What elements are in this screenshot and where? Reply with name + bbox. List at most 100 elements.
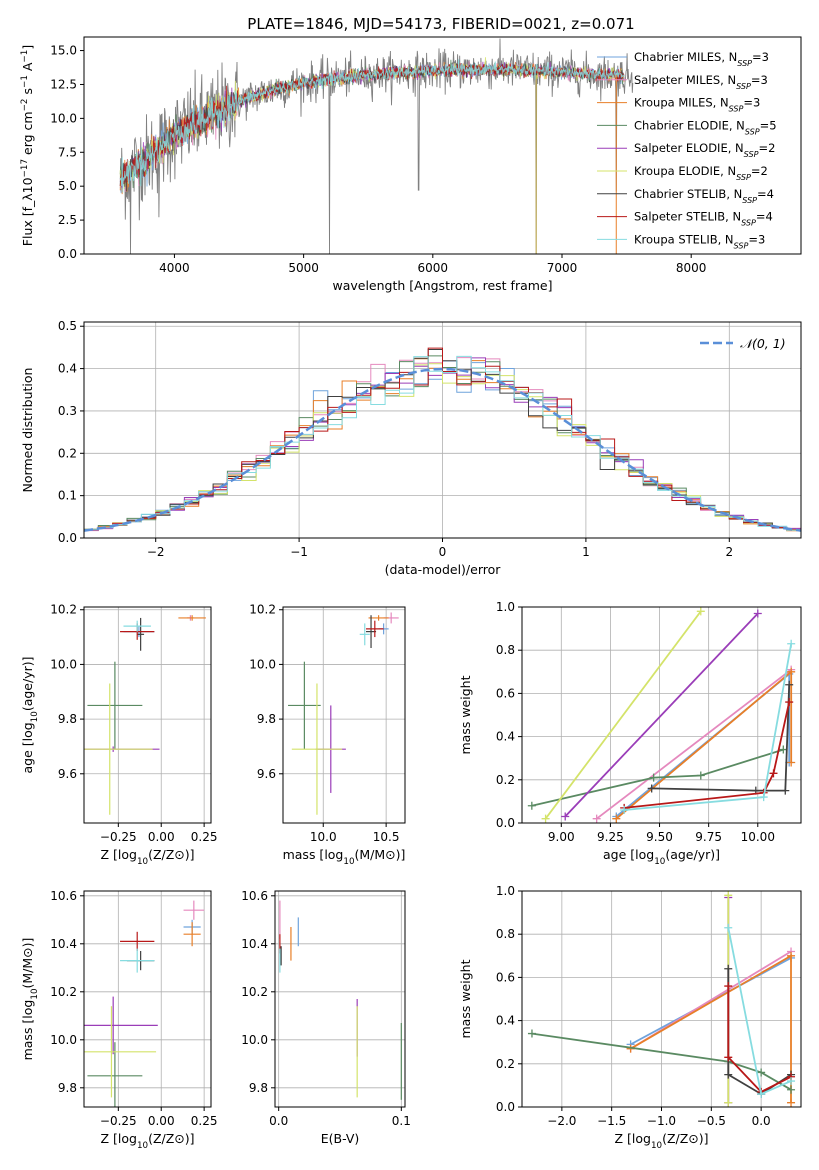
x-axis-label: (data-model)/error: [385, 562, 502, 577]
y-tick-label: 9.8: [58, 1081, 77, 1095]
errorbar-point-5: [291, 683, 343, 815]
y-tick-label: 0.2: [58, 446, 77, 460]
axes-frame: [83, 36, 802, 255]
y-tick-label: 0.6: [496, 686, 515, 700]
weight-marker: [787, 758, 796, 767]
weight-series-4: [564, 612, 759, 818]
weight-marker: [724, 982, 733, 991]
weight-series-2: [630, 954, 792, 1103]
y-tick-label: 10.0: [50, 1033, 77, 1047]
y-tick-label: 0.1: [58, 489, 77, 503]
axes-frame: [274, 890, 406, 1108]
x-axis-label: Z [log10(Z/Z⊙)]: [614, 1131, 708, 1151]
x-tick-label: −1: [290, 545, 308, 559]
weight-marker: [612, 814, 621, 823]
x-tick-label: −0.25: [100, 1114, 137, 1128]
y-tick-label: 10.0: [249, 657, 276, 671]
x-tick-label: −2: [147, 545, 165, 559]
plot-area: [84, 900, 205, 1107]
errorbar-point-2: [178, 615, 206, 621]
weight-marker: [647, 784, 656, 793]
x-tick-label: 7000: [547, 261, 578, 275]
weight-vs-age-panel: 9.00 9.25 9.50 9.75 10.00 0.0 0.2 0.4 0.6 0.8 1.0 a…: [458, 600, 802, 867]
x-axis-label: age [log10(age/yr)]: [603, 847, 720, 867]
residuals-panel: −2 −1 0 1 2 0.0 0.1 0.2 0.3 0.4 0.5 (data-model)/er…: [20, 319, 802, 577]
y-tick-label: 10.4: [241, 937, 268, 951]
legend-label: Kroupa ELODIE, NSSP=2: [634, 164, 768, 182]
weight-marker: [787, 1085, 796, 1094]
plot-area: [279, 900, 402, 1100]
y-axis-label: Flux [f_λ10−17 erg cm−2 s−1 A−1]: [20, 45, 35, 246]
weight-marker: [724, 891, 733, 900]
x-tick-label: 0.0: [269, 1114, 288, 1128]
age-vs-mass-panel: 10.0 10.5 9.6 9.8 10.0 10.2 mass [log10(M/M⊙)]: [249, 603, 406, 867]
legend-label: Salpeter ELODIE, NSSP=2: [634, 141, 775, 159]
legend-label: Chabrier MILES, NSSP=3: [634, 50, 769, 68]
weight-series-3: [531, 1032, 792, 1091]
age-vs-metallicity-panel: −0.25 0.00 0.25 9.6 9.8 10.0 10.2 Z [log10(Z/Z⊙…: [20, 603, 217, 867]
x-tick-label: 10.00: [741, 830, 775, 844]
weight-marker: [724, 1098, 733, 1107]
x-tick-label: 1: [582, 545, 590, 559]
x-axis-label: mass [log10(M/M⊙)]: [283, 847, 406, 867]
weight-marker: [781, 786, 790, 795]
weight-marker: [527, 1029, 536, 1038]
errorbar-point-3: [288, 661, 321, 750]
x-tick-label: 9.75: [695, 830, 722, 844]
weight-marker: [787, 1077, 796, 1086]
weight-marker: [757, 1090, 766, 1099]
observed-spectrum: [119, 38, 634, 254]
weight-series-7: [624, 701, 791, 809]
x-axis-label: E(B-V): [321, 1131, 360, 1146]
mass-vs-ebv-panel: 0.0 0.1 9.8 10.0 10.2 10.4 10.6 E(B-V): [241, 889, 411, 1146]
x-tick-label: 2: [725, 545, 733, 559]
weight-marker: [649, 773, 658, 782]
y-tick-label: 0.0: [496, 1100, 515, 1114]
weight-marker: [696, 771, 705, 780]
residuals-legend: 𝒩(0, 1): [700, 336, 786, 351]
x-tick-label: 5000: [288, 261, 319, 275]
errorbar-point-6: [137, 617, 145, 651]
x-tick-label: 9.50: [646, 830, 673, 844]
errorbar-point-8: [120, 948, 155, 973]
y-tick-label: 0.4: [496, 730, 515, 744]
weight-marker: [620, 806, 629, 815]
x-tick-label: −0.25: [100, 830, 137, 844]
errorbar-point-8: [359, 623, 370, 646]
weight-marker: [757, 1068, 766, 1077]
y-tick-label: 10.6: [241, 889, 268, 903]
x-axis-label: wavelength [Angstrom, rest frame]: [332, 278, 552, 293]
weight-marker: [541, 814, 550, 823]
x-tick-label: −2.0: [547, 1114, 576, 1128]
errorbar-point-2: [368, 615, 389, 621]
y-tick-label: 10.2: [241, 985, 268, 999]
x-axis-label: Z [log10(Z/Z⊙)]: [100, 847, 194, 867]
weight-marker: [785, 698, 794, 707]
spectrum-legend: Chabrier MILES, NSSP=3 Salpeter MILES, NS…: [597, 50, 777, 250]
x-tick-label: 10.5: [373, 830, 400, 844]
x-tick-label: 0.00: [148, 830, 175, 844]
y-tick-label: 0.2: [496, 1057, 515, 1071]
y-tick-label: 0.6: [496, 970, 515, 984]
y-axis-label: age [log10(age/yr)]: [20, 656, 40, 773]
y-axis-label: mass weight: [458, 675, 473, 754]
y-tick-label: 10.0: [50, 657, 77, 671]
x-tick-label: −0.5: [697, 1114, 726, 1128]
weight-series-5: [544, 610, 702, 820]
weight-marker: [785, 680, 794, 689]
errorbar-point-2: [183, 922, 201, 947]
y-tick-label: 9.8: [249, 1081, 268, 1095]
errorbar-point-7: [366, 620, 384, 638]
y-tick-label: 12.5: [50, 77, 77, 91]
y-tick-label: 0.2: [496, 773, 515, 787]
x-tick-label: 6000: [418, 261, 449, 275]
weight-vs-metallicity-panel: −2.0 −1.5 −1.0 −0.5 0.0 0.0 0.2 0.4 0.6 0.8 1.0 Z […: [458, 884, 802, 1151]
y-tick-label: 0.8: [496, 927, 515, 941]
y-tick-label: 9.8: [257, 712, 276, 726]
x-tick-label: 9.25: [597, 830, 624, 844]
y-tick-label: 0.8: [496, 643, 515, 657]
weight-marker: [787, 639, 796, 648]
weight-marker: [724, 964, 733, 973]
y-axis-label: mass [log10(M/M⊙)]: [20, 938, 40, 1061]
